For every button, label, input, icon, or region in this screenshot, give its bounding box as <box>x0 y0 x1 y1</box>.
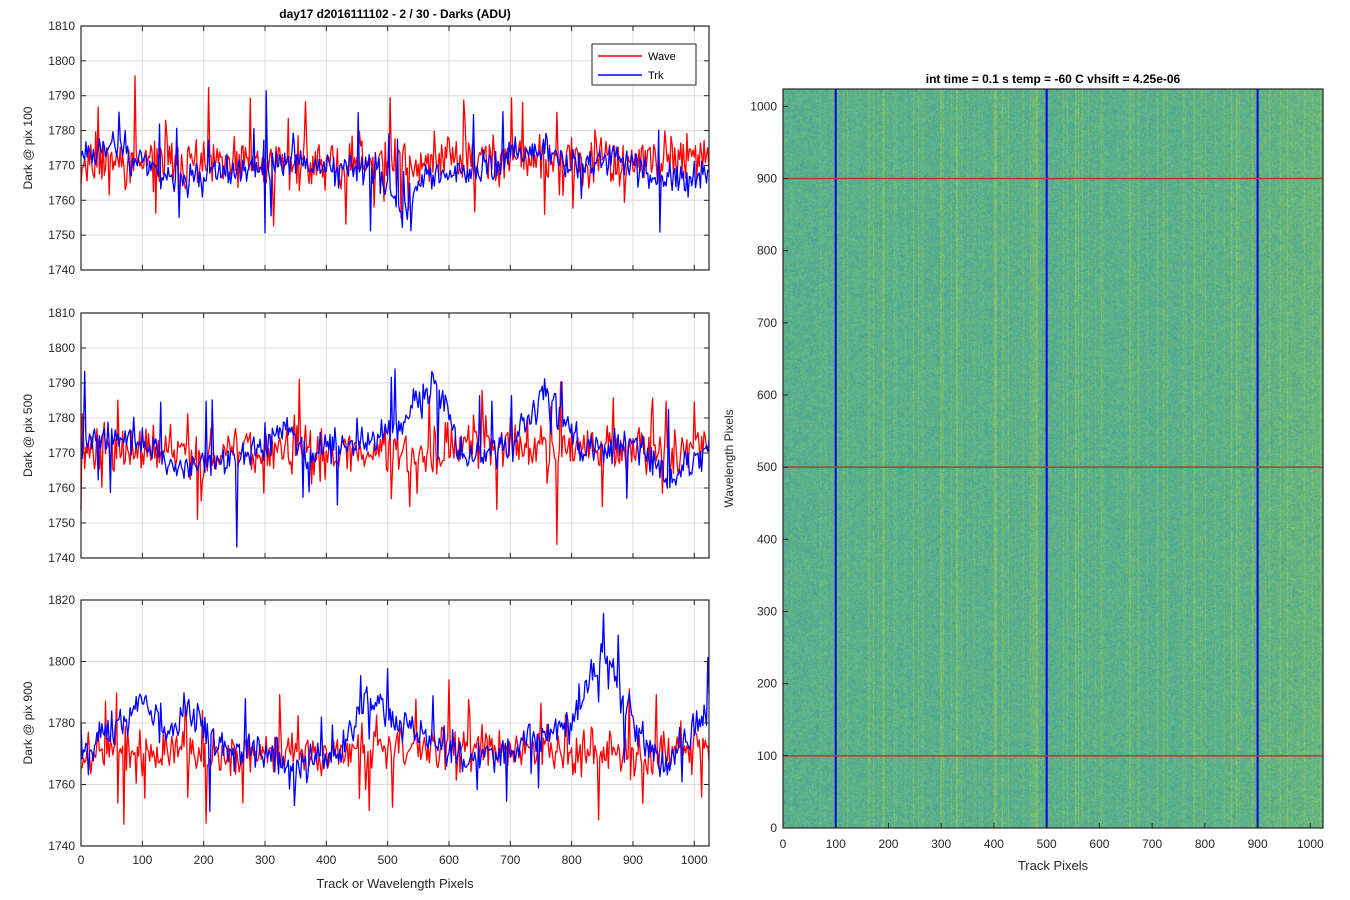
x-tick-label: 900 <box>623 853 643 867</box>
heatmap-plot: 0 100 200 300 400 500 600 700 800 900 1000 0 100 200 3… <box>722 72 1324 873</box>
x-tick-label: 800 <box>1195 837 1215 851</box>
y-axis-label: Wavelength Pixels <box>722 409 736 507</box>
y-tick-label: 1810 <box>48 19 75 33</box>
y-tick-label: 1790 <box>48 376 75 390</box>
x-tick-label: 100 <box>826 837 846 851</box>
plot-area <box>81 313 709 558</box>
x-tick-label: 1000 <box>1297 837 1324 851</box>
x-tick-label: 600 <box>1089 837 1109 851</box>
x-tick-label: 500 <box>378 853 398 867</box>
line-plot-pix-500: 1740 1750 1760 1770 1780 1790 1800 1810 Dark @ p… <box>21 306 710 565</box>
y-axis-label: Dark @ pix 500 <box>21 394 35 477</box>
y-tick-label: 1000 <box>750 99 777 113</box>
axes-box <box>782 88 1324 829</box>
x-tick-label: 400 <box>984 837 1004 851</box>
y-tick-label: 1810 <box>48 306 75 320</box>
series-line-trk <box>80 368 710 548</box>
y-tick-label: 1780 <box>48 124 75 138</box>
y-tick-label: 0 <box>770 821 777 835</box>
x-tick-label: 200 <box>194 853 214 867</box>
figure-title: day17 d2016111102 - 2 / 30 - Darks (ADU) <box>279 7 510 21</box>
y-tick-label: 1770 <box>48 158 75 172</box>
heatmap-canvas <box>783 89 1323 828</box>
axes-box <box>80 312 710 559</box>
x-tick-label: 0 <box>78 853 85 867</box>
x-tick-label: 0 <box>780 837 787 851</box>
y-tick-label: 400 <box>757 532 777 546</box>
y-tick-label: 1750 <box>48 228 75 242</box>
y-tick-label: 1800 <box>48 655 75 669</box>
y-tick-label: 1770 <box>48 446 75 460</box>
y-tick-label: 200 <box>757 677 777 691</box>
x-axis-label: Track Pixels <box>1018 858 1089 873</box>
x-tick-label: 900 <box>1248 837 1268 851</box>
y-tick-label: 1740 <box>48 839 75 853</box>
y-tick-label: 1790 <box>48 89 75 103</box>
y-tick-label: 1750 <box>48 516 75 530</box>
y-tick-label: 1780 <box>48 716 75 730</box>
y-tick-label: 1740 <box>48 551 75 565</box>
x-tick-label: 100 <box>132 853 152 867</box>
series-line-trk <box>80 90 710 234</box>
legend: Wave Trk <box>591 43 697 86</box>
y-tick-label: 1760 <box>48 193 75 207</box>
x-tick-label: 500 <box>1037 837 1057 851</box>
x-axis-label: Track or Wavelength Pixels <box>316 876 474 891</box>
x-tick-label: 700 <box>1142 837 1162 851</box>
y-tick-label: 100 <box>757 749 777 763</box>
x-tick-label: 300 <box>931 837 951 851</box>
y-tick-label: 1800 <box>48 54 75 68</box>
y-tick-label: 300 <box>757 604 777 618</box>
heatmap-title: int time = 0.1 s temp = -60 C vhsift = 4… <box>926 72 1181 86</box>
y-tick-label: 1800 <box>48 341 75 355</box>
x-tick-label: 400 <box>316 853 336 867</box>
y-tick-label: 600 <box>757 388 777 402</box>
y-tick-label: 1760 <box>48 778 75 792</box>
series-line-trk <box>80 612 710 812</box>
x-tick-label: 1000 <box>681 853 708 867</box>
y-tick-label: 1740 <box>48 263 75 277</box>
heatmap-image <box>783 89 1323 828</box>
y-axis-label: Dark @ pix 900 <box>21 681 35 764</box>
y-tick-label: 1780 <box>48 411 75 425</box>
legend-label-trk: Trk <box>648 70 664 82</box>
y-tick-label: 500 <box>757 460 777 474</box>
x-tick-label: 800 <box>562 853 582 867</box>
x-tick-label: 700 <box>500 853 520 867</box>
y-tick-label: 700 <box>757 316 777 330</box>
y-tick-label: 1760 <box>48 481 75 495</box>
legend-label-wave: Wave <box>648 51 676 63</box>
x-tick-label: 200 <box>878 837 898 851</box>
axes-box <box>80 25 710 271</box>
line-plot-pix-100: 1740 1750 1760 1770 1780 1790 1800 1810 Dark @ p… <box>21 19 710 277</box>
x-tick-label: 300 <box>255 853 275 867</box>
y-tick-label: 800 <box>757 244 777 258</box>
line-plot-pix-900: 1740 1760 1780 1800 1820 0 100 200 300 400 500 600 7… <box>21 593 710 891</box>
y-axis-label: Dark @ pix 100 <box>21 106 35 189</box>
y-tick-label: 1820 <box>48 593 75 607</box>
x-tick-label: 600 <box>439 853 459 867</box>
y-tick-label: 900 <box>757 171 777 185</box>
legend-box <box>591 43 697 86</box>
